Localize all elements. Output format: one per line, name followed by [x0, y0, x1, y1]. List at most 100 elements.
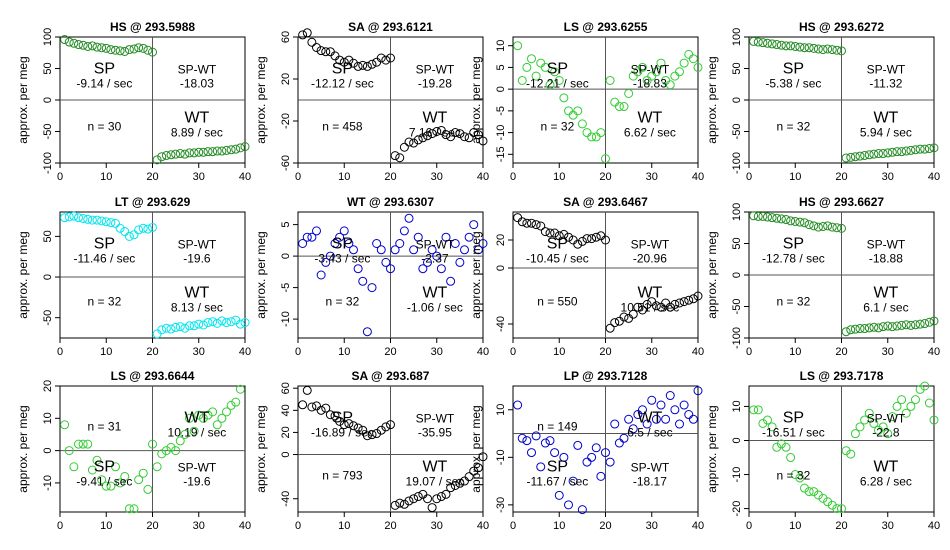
data-point — [143, 224, 153, 234]
data-point — [610, 419, 620, 429]
data-point — [138, 468, 148, 478]
data-point — [883, 429, 893, 439]
data-point — [818, 493, 828, 503]
data-point — [478, 452, 488, 462]
data-point — [684, 49, 694, 59]
x-tick-label: 40 — [928, 346, 940, 358]
data-point — [316, 270, 326, 280]
spwt-label: SP-WT — [178, 63, 217, 77]
y-tick-label: 20 — [42, 380, 54, 392]
y-tick-label: -10 — [731, 467, 743, 483]
data-point — [226, 145, 236, 155]
y-tick-label: -50 — [42, 124, 54, 140]
data-point — [786, 41, 796, 51]
data-point — [564, 106, 573, 116]
data-point — [522, 218, 532, 228]
data-point — [240, 142, 250, 152]
data-point — [522, 436, 532, 446]
data-point — [929, 316, 939, 326]
y-tick-label: 40 — [280, 404, 292, 416]
data-point — [864, 323, 874, 333]
sp-rate: -11.46 / sec — [73, 252, 135, 266]
wt-rate: -1.06 / sec — [407, 301, 463, 315]
wt-rate: 6.62 / sec — [624, 126, 676, 140]
data-point — [464, 133, 474, 143]
x-tick-label: 20 — [146, 346, 158, 358]
data-point — [670, 299, 680, 309]
data-point — [427, 503, 437, 513]
data-point — [846, 152, 856, 162]
data-point — [901, 146, 911, 156]
data-point — [855, 324, 865, 334]
data-point — [64, 446, 74, 456]
data-point — [152, 155, 162, 165]
data-point — [818, 45, 828, 55]
data-point — [161, 323, 171, 333]
data-point — [64, 37, 74, 47]
data-point — [344, 55, 354, 65]
x-tick-label: 30 — [431, 520, 443, 532]
data-point — [339, 420, 349, 430]
data-point — [97, 43, 107, 53]
data-point — [97, 475, 107, 485]
y-tick-label: 0 — [495, 86, 507, 92]
data-point — [166, 442, 176, 452]
wt-label: WT — [637, 110, 662, 127]
data-point — [404, 137, 414, 147]
data-point — [161, 446, 171, 456]
sp-rate: -16.89 / sec — [311, 426, 374, 440]
data-point — [185, 321, 194, 331]
data-point — [235, 319, 245, 329]
wt-rate: 10.51 / sec — [621, 301, 680, 315]
data-point — [809, 43, 819, 53]
data-point — [460, 132, 469, 142]
y-axis-label: approx. per meg — [16, 405, 30, 492]
data-point — [911, 320, 920, 330]
y-tick-label: -5 — [280, 283, 292, 293]
data-point — [869, 149, 879, 159]
data-point — [353, 423, 363, 433]
data-point — [404, 496, 414, 506]
data-point — [827, 222, 837, 232]
data-point — [473, 130, 483, 140]
y-tick-label: -100 — [731, 152, 743, 174]
x-tick-label: 40 — [239, 171, 251, 183]
data-point — [390, 245, 400, 255]
data-point — [203, 318, 213, 328]
data-point — [362, 61, 372, 71]
y-tick-label: -10 — [495, 125, 507, 141]
spwt-value: -18.83 — [633, 77, 667, 91]
data-point — [129, 230, 139, 240]
data-point — [386, 53, 395, 63]
data-point — [591, 443, 601, 453]
data-point — [767, 422, 777, 432]
data-point — [619, 102, 629, 112]
data-point — [906, 401, 916, 411]
data-point — [427, 129, 437, 139]
data-point — [693, 386, 703, 396]
data-point — [781, 41, 791, 51]
data-point — [381, 257, 391, 267]
data-point — [235, 143, 245, 153]
data-point — [111, 462, 120, 472]
data-point — [217, 316, 227, 326]
y-tick-label: 50 — [42, 62, 54, 74]
data-point — [362, 327, 372, 337]
data-point — [638, 62, 647, 72]
data-point — [134, 43, 144, 53]
data-point — [358, 276, 368, 286]
data-point — [670, 71, 680, 81]
wt-label: WT — [184, 285, 209, 302]
data-point — [217, 146, 227, 156]
data-point — [564, 232, 573, 242]
data-point — [376, 245, 386, 255]
y-axis-label: approx. per meg — [705, 56, 719, 143]
data-point — [855, 151, 865, 161]
data-point — [883, 148, 893, 158]
data-point — [143, 45, 153, 55]
x-tick-label: 30 — [646, 171, 658, 183]
panel-title: HS @ 293.6627 — [799, 195, 884, 209]
data-point — [418, 489, 428, 499]
data-point — [409, 494, 419, 504]
data-point — [837, 504, 846, 514]
